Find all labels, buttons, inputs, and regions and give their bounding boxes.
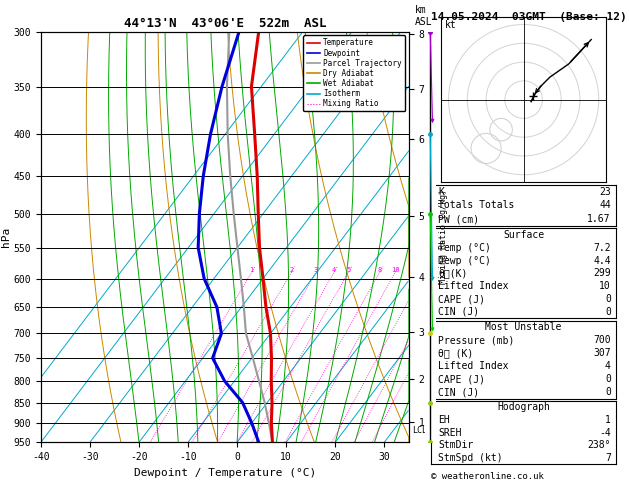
Text: SREH: SREH <box>438 428 462 437</box>
Text: 5: 5 <box>346 266 350 273</box>
Text: K: K <box>438 187 444 196</box>
Text: © weatheronline.co.uk: © weatheronline.co.uk <box>431 472 543 481</box>
Legend: Temperature, Dewpoint, Parcel Trajectory, Dry Adiabat, Wet Adiabat, Isotherm, Mi: Temperature, Dewpoint, Parcel Trajectory… <box>303 35 405 111</box>
Text: 0: 0 <box>605 374 611 384</box>
Text: Surface: Surface <box>503 230 544 240</box>
Text: 0: 0 <box>605 294 611 304</box>
Title: 44°13'N  43°06'E  522m  ASL: 44°13'N 43°06'E 522m ASL <box>124 17 326 31</box>
Text: km
ASL: km ASL <box>415 5 433 27</box>
Text: 7: 7 <box>605 453 611 463</box>
Text: θᴇ(K): θᴇ(K) <box>438 268 468 278</box>
Text: 1: 1 <box>605 415 611 425</box>
Text: 1: 1 <box>250 266 253 273</box>
Text: PW (cm): PW (cm) <box>438 214 479 224</box>
Text: Temp (°C): Temp (°C) <box>438 243 491 253</box>
Text: CAPE (J): CAPE (J) <box>438 374 486 384</box>
Text: CIN (J): CIN (J) <box>438 387 479 397</box>
Y-axis label: hPa: hPa <box>1 227 11 247</box>
Text: 307: 307 <box>593 348 611 358</box>
Text: 3: 3 <box>314 266 318 273</box>
Text: EH: EH <box>438 415 450 425</box>
Text: LCL: LCL <box>413 426 428 435</box>
Text: StmDir: StmDir <box>438 440 474 450</box>
Text: 8: 8 <box>377 266 382 273</box>
Text: 238°: 238° <box>587 440 611 450</box>
Text: 14.05.2024  03GMT  (Base: 12): 14.05.2024 03GMT (Base: 12) <box>431 12 626 22</box>
Text: -4: -4 <box>599 428 611 437</box>
Text: 2: 2 <box>289 266 293 273</box>
Text: 0: 0 <box>605 387 611 397</box>
Text: 299: 299 <box>593 268 611 278</box>
Text: Dewp (°C): Dewp (°C) <box>438 256 491 265</box>
Text: 700: 700 <box>593 335 611 345</box>
Text: 44: 44 <box>599 200 611 210</box>
Text: CIN (J): CIN (J) <box>438 307 479 317</box>
Text: 4.4: 4.4 <box>593 256 611 265</box>
Text: θᴇ (K): θᴇ (K) <box>438 348 474 358</box>
Text: Pressure (mb): Pressure (mb) <box>438 335 515 345</box>
Text: 10: 10 <box>391 266 399 273</box>
Text: 10: 10 <box>599 281 611 291</box>
Text: Totals Totals: Totals Totals <box>438 200 515 210</box>
Text: 1.67: 1.67 <box>587 214 611 224</box>
Text: 0: 0 <box>605 307 611 317</box>
Text: StmSpd (kt): StmSpd (kt) <box>438 453 503 463</box>
Text: Lifted Index: Lifted Index <box>438 281 509 291</box>
Text: 7.2: 7.2 <box>593 243 611 253</box>
Text: Most Unstable: Most Unstable <box>486 322 562 332</box>
Text: Hodograph: Hodograph <box>497 402 550 412</box>
Text: 4: 4 <box>331 266 336 273</box>
Text: kt: kt <box>445 20 457 30</box>
Text: 4: 4 <box>605 361 611 371</box>
X-axis label: Dewpoint / Temperature (°C): Dewpoint / Temperature (°C) <box>134 468 316 478</box>
Text: CAPE (J): CAPE (J) <box>438 294 486 304</box>
Text: Lifted Index: Lifted Index <box>438 361 509 371</box>
Text: 23: 23 <box>599 187 611 196</box>
Text: Mixing Ratio (g/kg): Mixing Ratio (g/kg) <box>439 190 448 284</box>
